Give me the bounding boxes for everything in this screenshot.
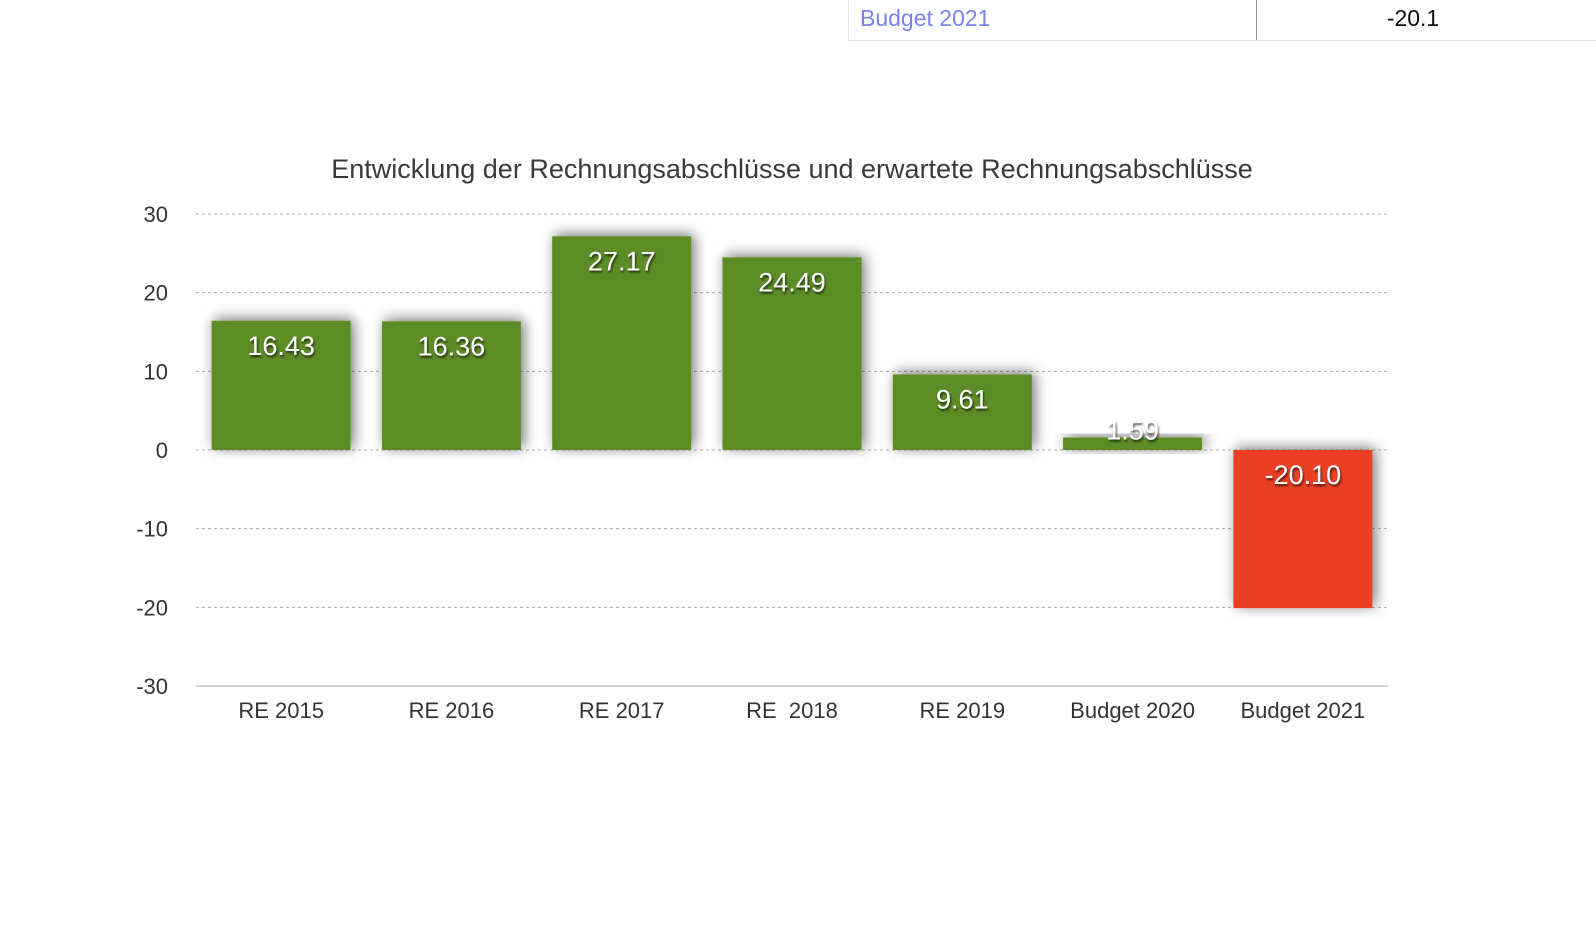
- chart-title: Entwicklung der Rechnungsabschlüsse und …: [331, 154, 1253, 184]
- x-tick-label: RE 2016: [409, 698, 495, 723]
- table-cell-value: -20.1: [1386, 5, 1440, 31]
- bar: [552, 236, 692, 450]
- y-tick-label: -10: [136, 517, 168, 542]
- data-label: 24.49: [758, 267, 826, 297]
- bar: [381, 321, 521, 450]
- y-tick-label: -20: [136, 595, 168, 620]
- table-cell-label: Budget 2021: [849, 0, 1257, 40]
- x-tick-label: Budget 2021: [1240, 698, 1365, 723]
- table-row: Budget 2021 -20.1: [848, 0, 1596, 41]
- data-label: 27.17: [588, 246, 656, 276]
- y-tick-label: 30: [144, 202, 168, 227]
- data-label: 16.43: [247, 331, 315, 361]
- data-label: 1.59: [1106, 415, 1159, 445]
- bar: [1063, 437, 1203, 450]
- y-tick-label: 0: [156, 438, 168, 463]
- x-tick-label: RE 2015: [238, 698, 324, 723]
- x-tick-label: RE 2017: [579, 698, 665, 723]
- y-tick-label: 10: [144, 359, 168, 384]
- x-tick-label: RE 2018: [746, 698, 838, 723]
- bar: [722, 257, 862, 450]
- bar: [1233, 450, 1373, 609]
- x-tick-label: Budget 2020: [1070, 698, 1195, 723]
- data-label: -20.10: [1265, 460, 1342, 490]
- y-tick-label: -30: [136, 674, 168, 699]
- data-label: 9.61: [936, 384, 989, 414]
- bar: [892, 374, 1032, 450]
- x-tick-label: RE 2019: [919, 698, 1005, 723]
- bar: [211, 320, 351, 450]
- y-tick-label: 20: [144, 281, 168, 306]
- data-label: 16.36: [418, 331, 486, 361]
